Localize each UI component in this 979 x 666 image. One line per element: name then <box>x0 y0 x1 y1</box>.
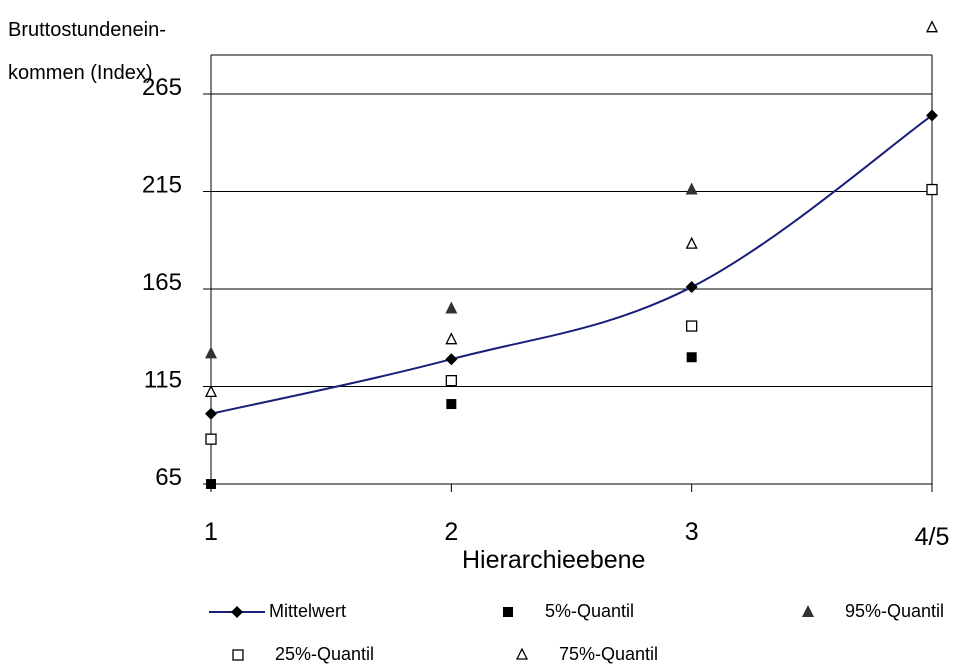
point-25-quantil-0 <box>205 433 217 445</box>
point-mittelwert-0 <box>205 407 217 420</box>
y-tick-label-215: 215 <box>142 172 182 199</box>
point-95-quantil-0 <box>205 346 217 359</box>
point-5-quantil-0 <box>206 479 216 489</box>
y-axis-title-line-2: kommen (Index) <box>8 62 153 84</box>
point-75-quantil-3 <box>925 20 939 33</box>
x-tick-label-2: 3 <box>685 518 699 546</box>
point-95-quantil-2 <box>685 182 698 195</box>
point-75-quantil-1 <box>445 332 458 345</box>
x-tick-label-0: 1 <box>204 518 218 546</box>
point-75-quantil-2 <box>685 236 698 249</box>
point-5-quantil-1 <box>446 399 457 410</box>
point-5-quantil-2 <box>686 352 697 363</box>
point-mittelwert-1 <box>445 353 458 366</box>
point-25-quantil-3 <box>926 183 938 196</box>
point-75-quantil-0 <box>204 384 218 398</box>
x-tick-label-3: 4/5 <box>915 523 950 551</box>
point-95-quantil-1 <box>445 301 458 314</box>
y-tick-label-265: 265 <box>142 74 182 101</box>
point-mittelwert-3 <box>926 109 938 122</box>
y-axis-title-line-1: Bruttostundenein- <box>8 19 166 41</box>
point-25-quantil-2 <box>686 320 698 332</box>
point-25-quantil-1 <box>445 374 457 387</box>
y-tick-label-165: 165 <box>142 269 182 296</box>
x-tick-label-1: 2 <box>444 518 458 546</box>
x-axis-title: Hierarchieebene <box>462 546 646 574</box>
point-mittelwert-2 <box>685 281 698 294</box>
y-tick-label-115: 115 <box>144 367 182 394</box>
y-tick-label-65: 65 <box>155 464 182 491</box>
series-line-mittelwert <box>210 114 933 415</box>
